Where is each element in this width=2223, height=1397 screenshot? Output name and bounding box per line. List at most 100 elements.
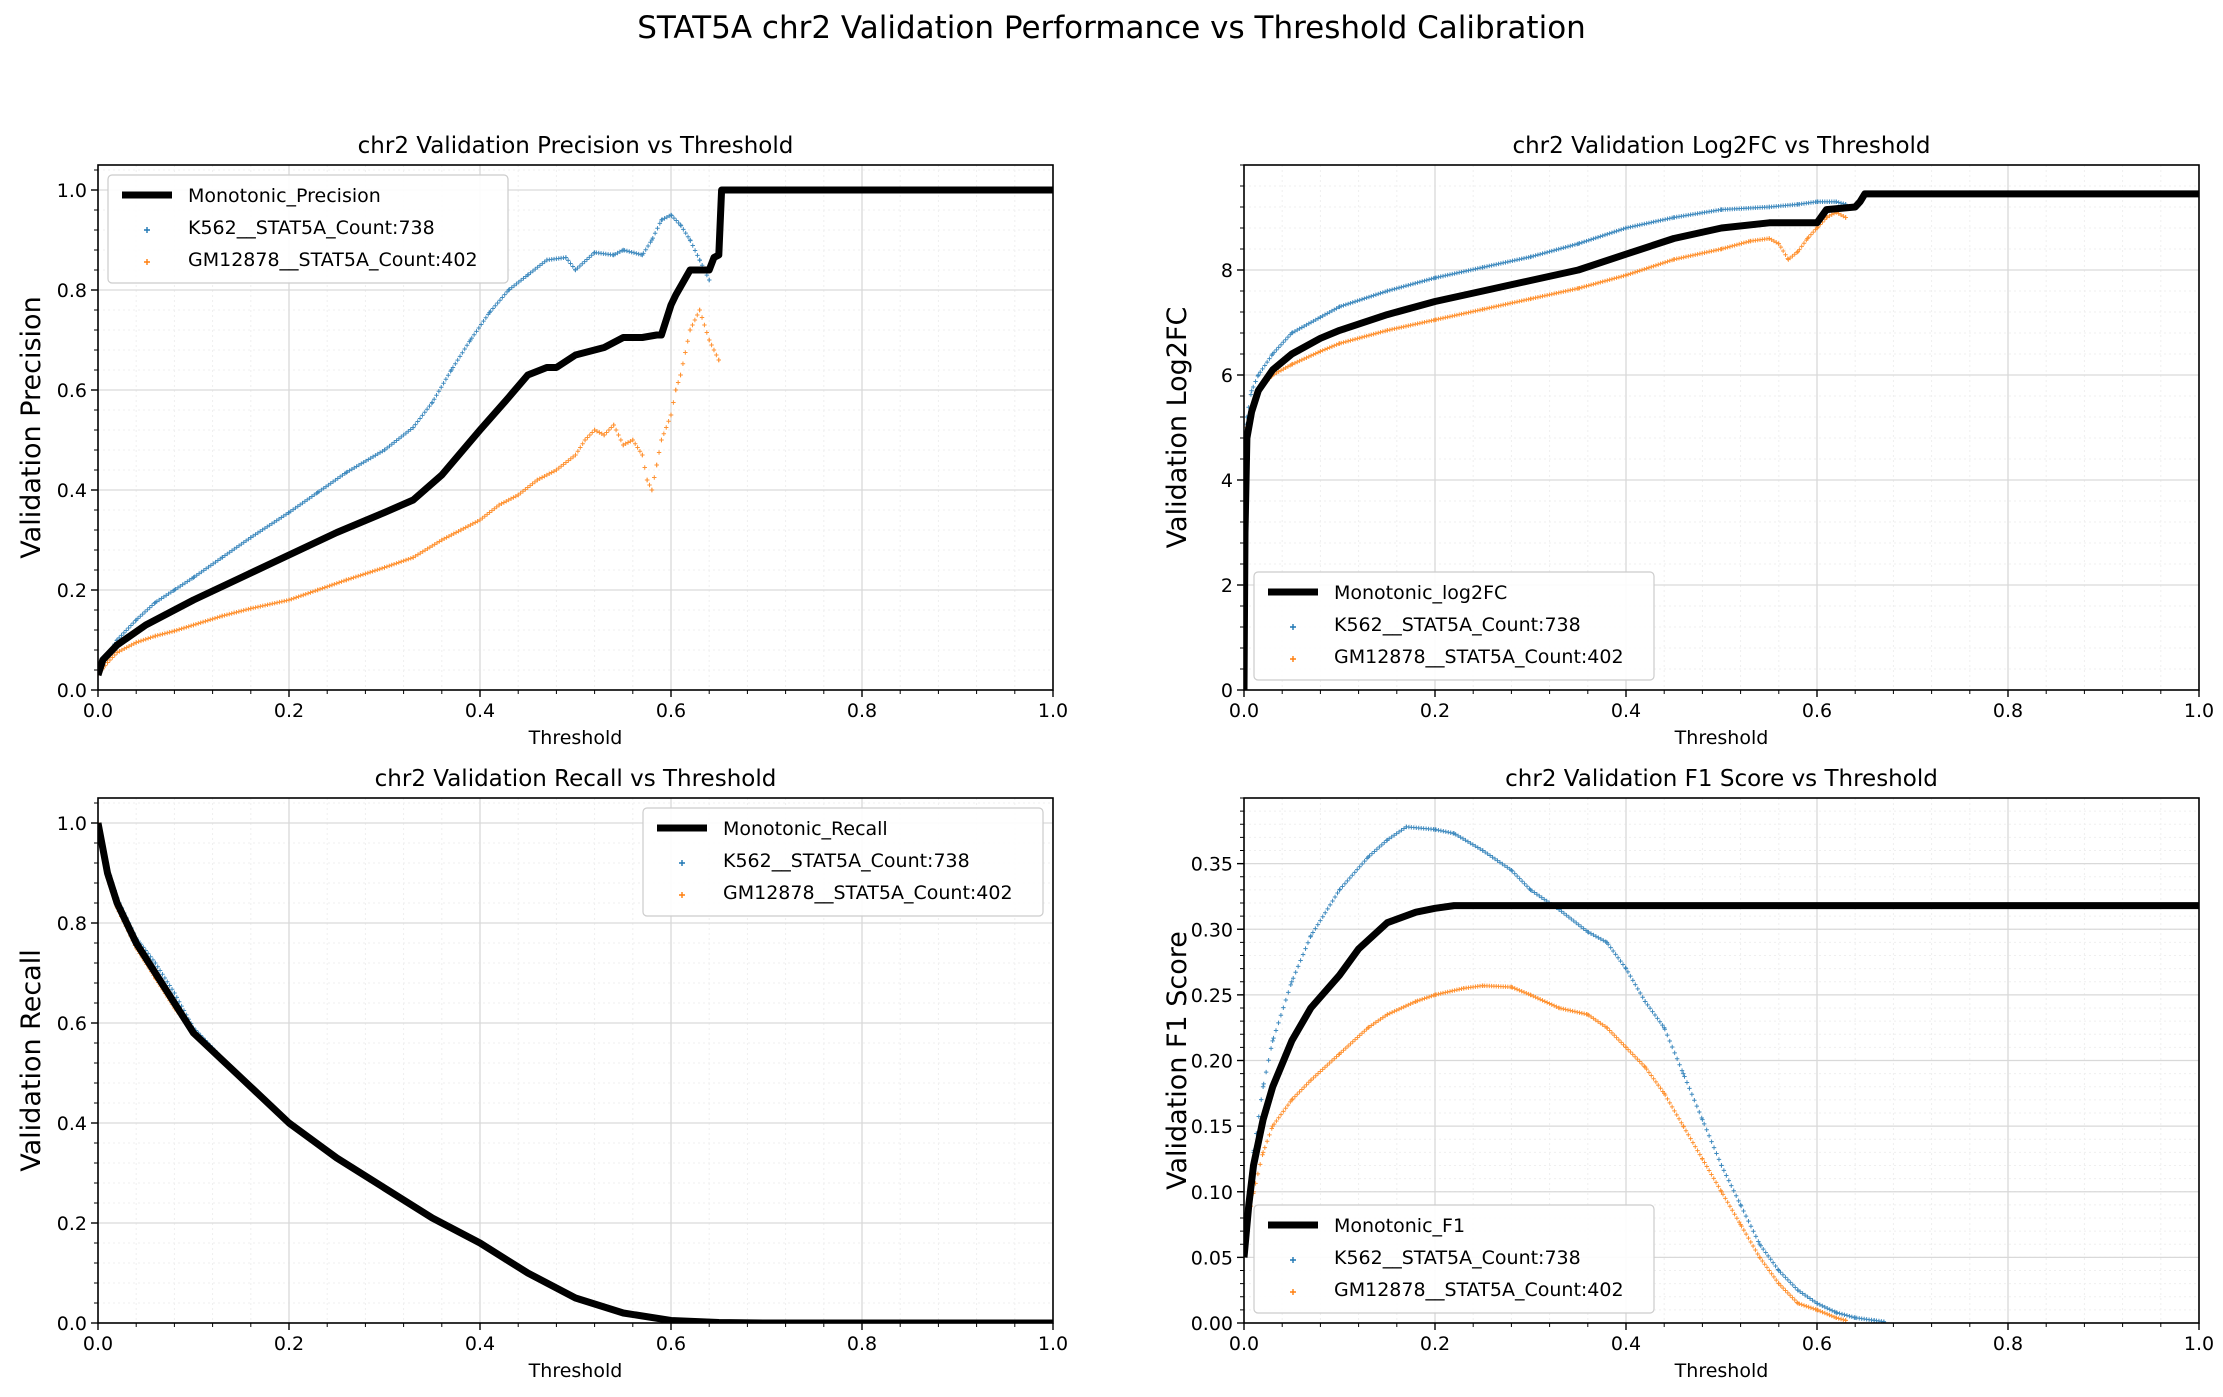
x-axis-label: Threshold [1674,727,1769,749]
series-points-GM12878__STAT5A_Count:402 [98,307,721,678]
data-point [1538,252,1543,257]
data-point [592,427,597,433]
data-point [1303,946,1308,951]
axes-ticks: 0.0 0.2 0.4 0.6 0.8 1.0 0.0 0.2 0.4 0.6 0.8 1.0 [57,802,1068,1355]
data-point [1422,996,1427,1001]
data-point [250,605,256,611]
data-point [1621,273,1626,279]
data-point [326,482,331,488]
data-point [1290,1096,1295,1102]
data-point [1348,1041,1353,1047]
data-point [678,222,683,228]
data-point [148,635,153,640]
data-point [668,212,674,218]
data-point [1716,1157,1722,1162]
data-point [305,497,310,502]
data-point [352,465,357,471]
data-point [1598,1020,1603,1026]
data-point [1352,870,1357,875]
data-point [1838,1316,1844,1322]
data-point [566,458,571,463]
data-point [1396,829,1402,835]
data-point [1609,1030,1615,1036]
data-point [1732,1212,1737,1217]
data-point [225,551,230,557]
data-point [425,546,430,551]
data-point [1726,1178,1732,1183]
data-point [401,558,406,564]
data-point [1825,1306,1830,1311]
data-point [1688,253,1693,258]
data-point [1595,1019,1601,1024]
data-point [330,479,336,484]
data-point [117,649,122,654]
data-point [1570,1008,1575,1014]
data-point [685,234,691,239]
data-point [1308,320,1314,325]
data-point [1568,1008,1573,1013]
data-point [1478,846,1483,852]
data-point [215,558,221,563]
data-point [489,508,495,513]
data-point [1445,272,1450,278]
data-point [1253,379,1258,384]
data-point [1591,282,1596,287]
data-point [1487,853,1493,858]
legend-box [1253,1204,1655,1314]
data-point [540,261,545,266]
data-point [1608,945,1613,950]
data-point [406,556,411,562]
data-point [153,633,158,639]
data-point [1457,270,1462,275]
data-point [1785,256,1790,261]
data-point [465,524,471,529]
data-point [1477,265,1483,271]
data-point [1445,314,1450,320]
plot-data [1244,824,2199,1323]
data-point [138,638,144,644]
y-tick-label: 0.30 [1191,919,1233,941]
data-point [637,449,643,454]
y-axis-label: Validation Precision [16,296,47,558]
data-point [1565,244,1571,249]
legend-box [107,174,509,284]
data-point [361,460,366,465]
data-point [1565,288,1571,293]
data-point [1291,976,1296,981]
data-point [1667,258,1672,264]
legend-swatch-marker [1290,624,1296,630]
data-point [1637,268,1642,273]
data-point [188,623,194,628]
data-point [1507,259,1513,264]
data-point [1630,224,1635,229]
data-point [1340,884,1345,889]
data-point [1672,1108,1677,1114]
data-point [1576,286,1581,291]
data-point [1623,965,1628,971]
data-point [329,582,335,588]
data-point [587,432,593,438]
data-point [1872,1318,1877,1323]
data-point [1443,315,1448,320]
data-point [1323,910,1328,915]
data-point [222,553,228,558]
data-point [1811,229,1816,235]
data-point [1463,268,1469,274]
legend-entry: GM12878__STAT5A_Count:402 [1334,1279,1624,1301]
data-point [1451,831,1457,836]
data-point [114,650,120,655]
data-point [1697,251,1703,256]
data-point [1336,1052,1342,1057]
data-point [1709,249,1714,254]
data-point [501,500,507,505]
data-point [644,477,650,483]
data-point [430,543,435,549]
data-point [1452,313,1457,318]
data-point [394,561,399,566]
data-point [697,307,702,313]
data-point [1588,282,1594,288]
data-point [1713,1180,1719,1185]
data-point [1537,893,1542,899]
data-point [1424,277,1430,283]
data-point [105,660,110,665]
